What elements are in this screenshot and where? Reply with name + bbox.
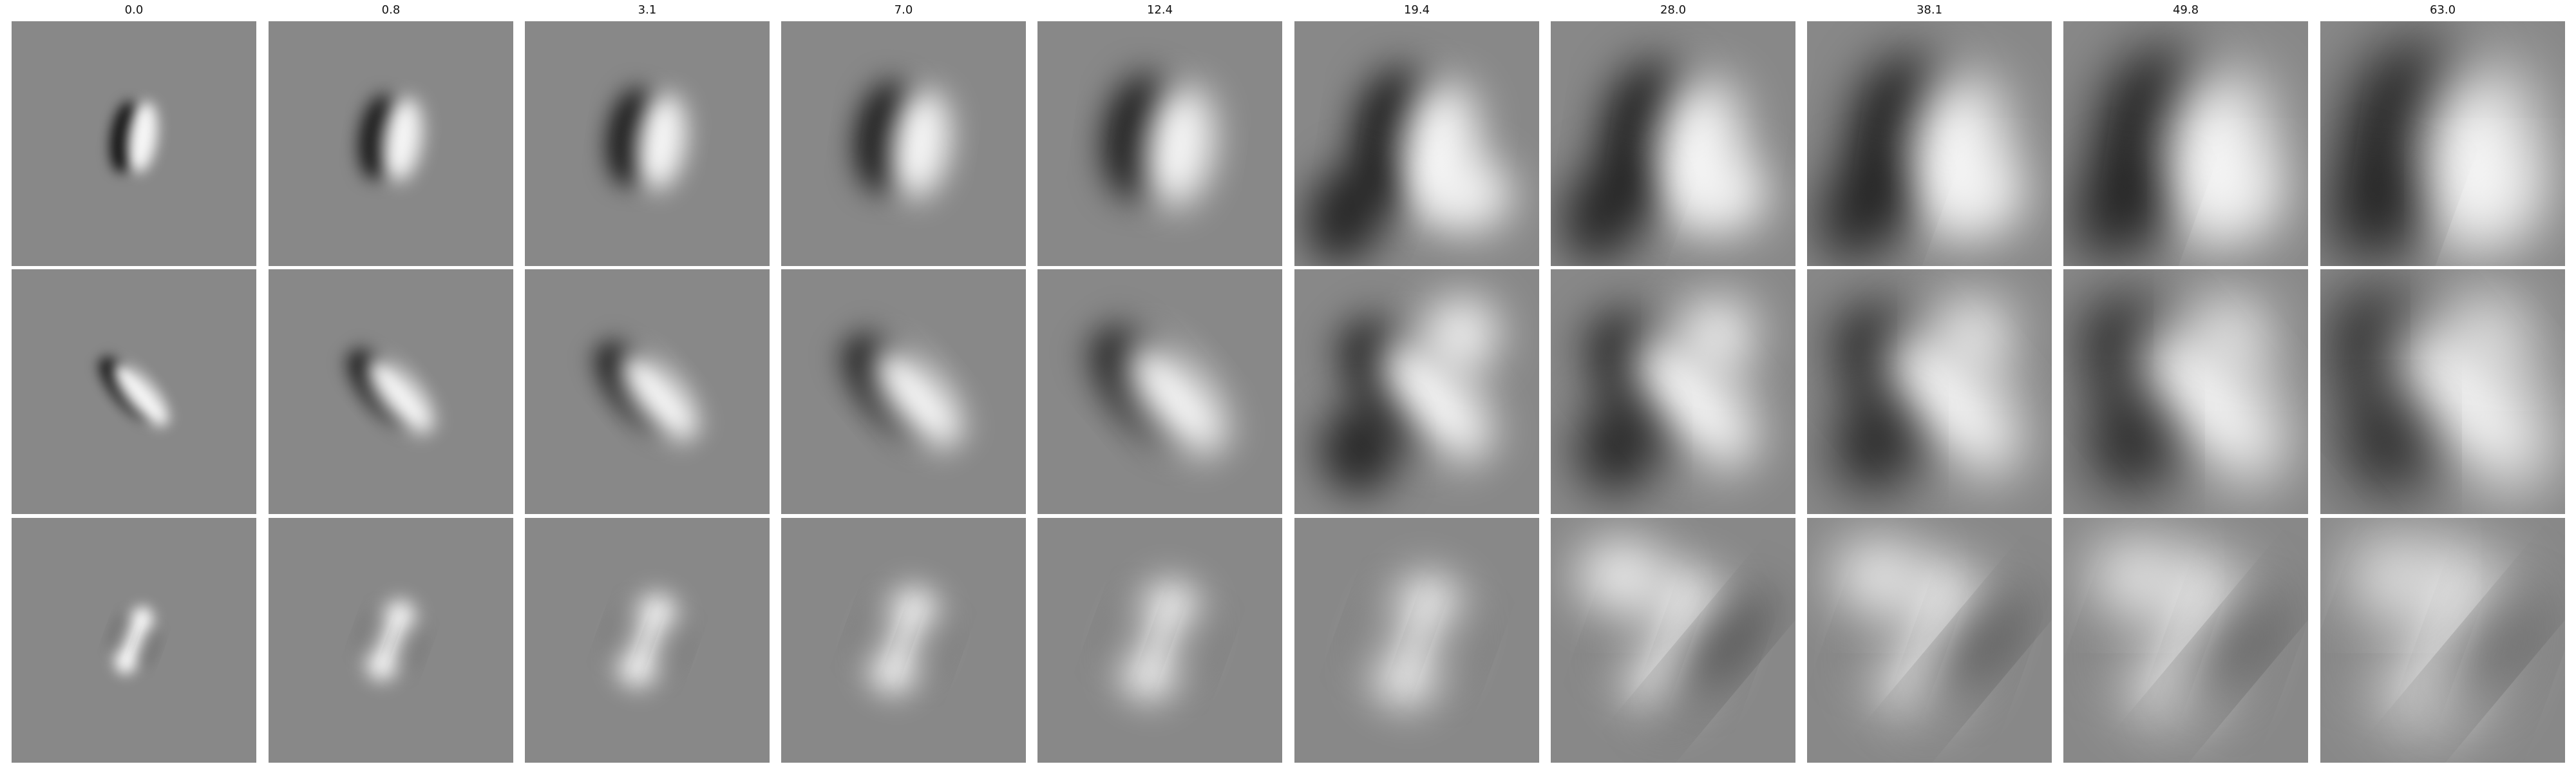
filter-panel-r2-c1 [269,518,513,763]
column-label-3: 7.0 [894,3,913,17]
filter-panel-r1-c9 [2320,269,2565,514]
filter-panel-r0-c1 [269,21,513,266]
filter-panel-r0-c4 [1037,21,1282,266]
filter-panel-r2-c6 [1551,518,1795,763]
filter-panel-r0-c5 [1294,21,1539,266]
filter-panel-r2-c4 [1037,518,1282,763]
filter-panel-r1-c8 [2063,269,2308,514]
filter-panel-r1-c2 [525,269,770,514]
filter-panel-r0-c0 [12,21,256,266]
filter-panel-r0-c6 [1551,21,1795,266]
filter-panel-r0-c9 [2320,21,2565,266]
column-label-2: 3.1 [638,3,657,17]
column-label-0: 0.0 [124,3,144,17]
filter-panel-r2-c5 [1294,518,1539,763]
column-label-5: 19.4 [1403,3,1430,17]
filter-panel-r0-c2 [525,21,770,266]
filter-panel-r1-c3 [781,269,1026,514]
column-label-7: 38.1 [1916,3,1943,17]
filter-panel-r1-c7 [1807,269,2052,514]
filter-panel-r1-c6 [1551,269,1795,514]
filter-panel-r1-c1 [269,269,513,514]
filter-panel-r2-c7 [1807,518,2052,763]
filter-panel-r0-c3 [781,21,1026,266]
filter-panel-r2-c8 [2063,518,2308,763]
filter-panel-r2-c2 [525,518,770,763]
filter-panel-r0-c8 [2063,21,2308,266]
column-label-4: 12.4 [1146,3,1173,17]
column-label-6: 28.0 [1660,3,1687,17]
column-label-1: 0.8 [381,3,401,17]
filter-panel-r1-c4 [1037,269,1282,514]
filter-panel-r2-c0 [12,518,256,763]
filter-panel-r0-c7 [1807,21,2052,266]
column-label-9: 63.0 [2429,3,2456,17]
filter-panel-r2-c9 [2320,518,2565,763]
filter-panel-r1-c5 [1294,269,1539,514]
column-label-8: 49.8 [2172,3,2199,17]
filter-panel-r2-c3 [781,518,1026,763]
filter-panel-r1-c0 [12,269,256,514]
